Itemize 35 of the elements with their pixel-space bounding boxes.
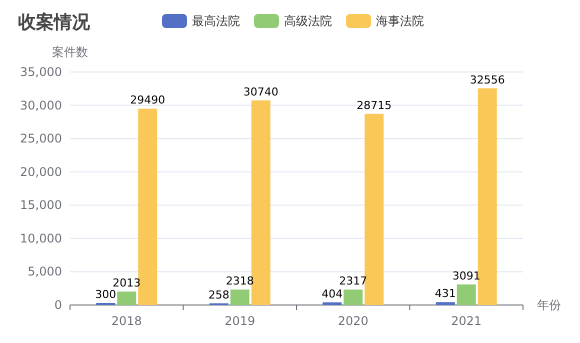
- data-label: 258: [208, 288, 230, 302]
- y-axis-title: 案件数: [52, 45, 88, 59]
- data-label: 28715: [356, 98, 392, 112]
- data-label: 30740: [243, 85, 278, 98]
- x-tick-label: 2019: [224, 314, 256, 328]
- bar: [117, 292, 136, 305]
- y-tick-label: 5,000: [28, 264, 62, 279]
- chart-title: 收案情况: [18, 12, 91, 33]
- y-tick-label: 10,000: [20, 231, 62, 246]
- y-tick-label: 25,000: [20, 132, 62, 146]
- bar: [456, 284, 476, 305]
- data-label: 431: [434, 287, 456, 300]
- data-label: 300: [95, 288, 116, 302]
- data-label: 404: [322, 287, 343, 300]
- y-tick-label: 30,000: [20, 98, 62, 112]
- bar: [344, 290, 363, 305]
- y-tick-label: 15,000: [20, 198, 62, 212]
- x-tick-label: 2018: [111, 314, 142, 328]
- bar: [322, 302, 342, 305]
- data-label: 32556: [470, 73, 505, 86]
- x-axis-title: 年份: [537, 298, 561, 312]
- bar: [478, 88, 497, 305]
- x-tick-label: 2021: [451, 314, 482, 328]
- y-tick-label: 35,000: [20, 65, 62, 79]
- legend-label: 高级法院: [284, 14, 332, 28]
- bar: [436, 302, 455, 305]
- bar: [364, 114, 384, 305]
- x-tick-label: 2020: [338, 314, 368, 328]
- bar: [230, 290, 250, 305]
- bar: [138, 108, 158, 305]
- legend-label: 最高法院: [192, 14, 240, 28]
- legend-label: 海事法院: [376, 14, 424, 28]
- data-label: 29490: [130, 94, 166, 107]
- y-tick-label: 20,000: [20, 164, 62, 179]
- y-tick-label: 0: [54, 298, 62, 312]
